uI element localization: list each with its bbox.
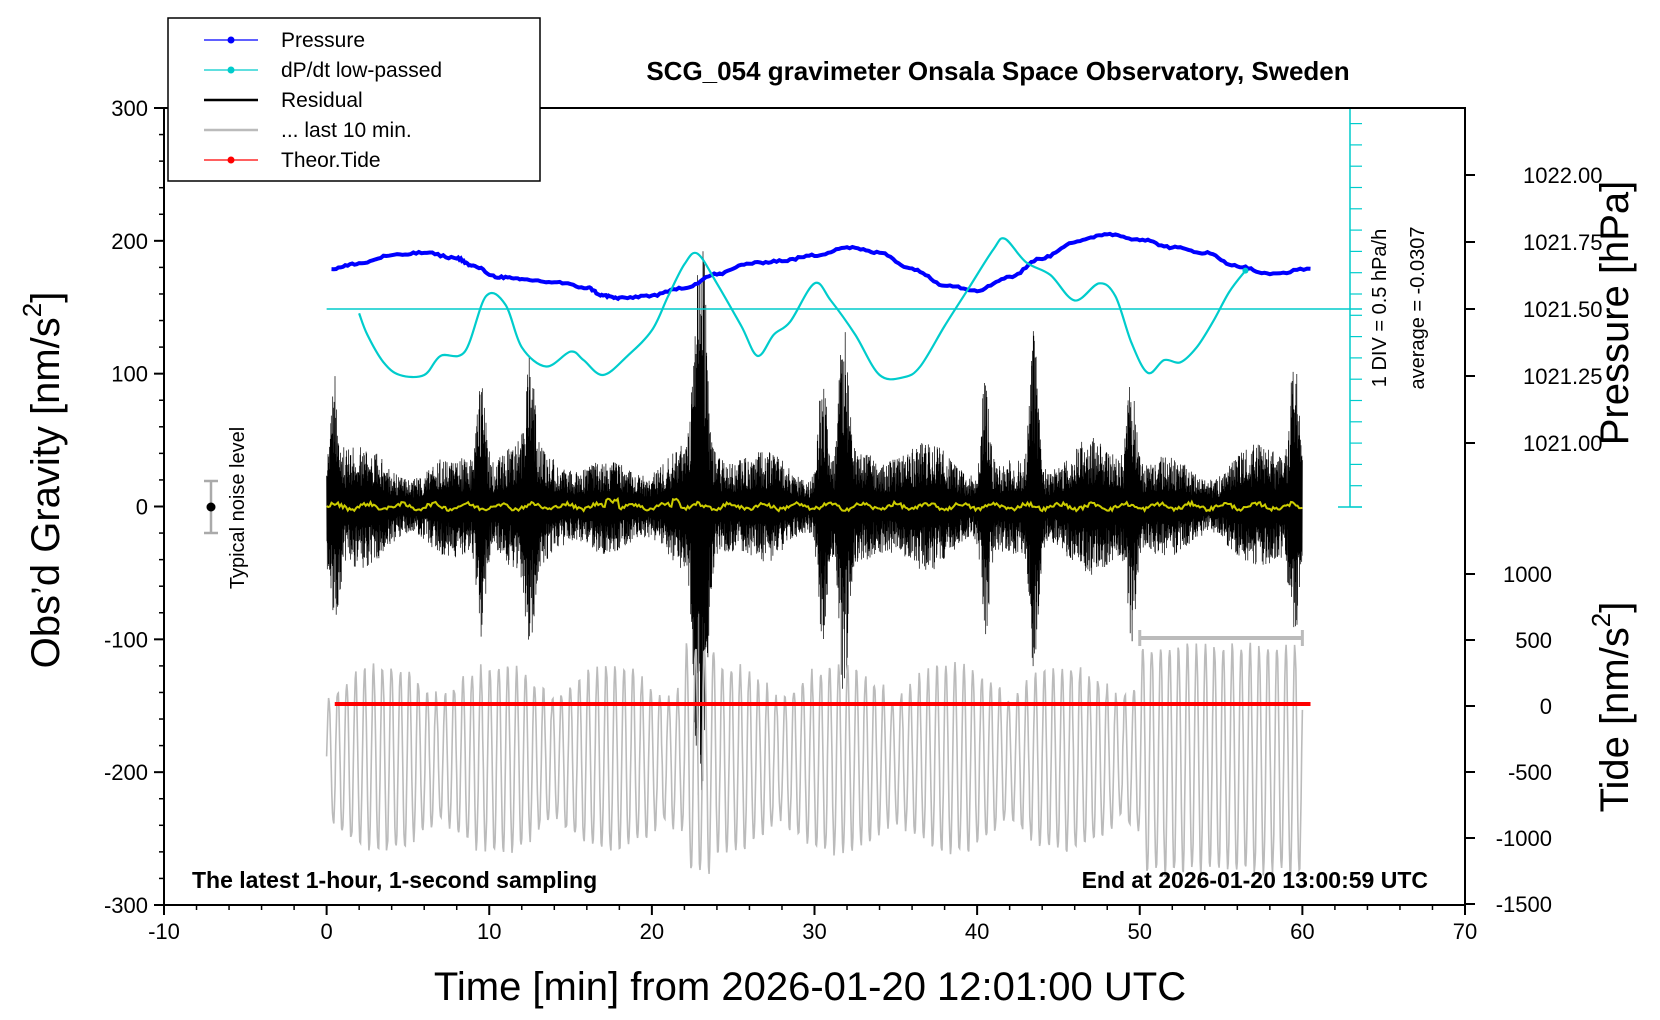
tide-tick-label: -1500 (1496, 892, 1552, 917)
bottom-right-note: End at 2026-01-20 13:00:59 UTC (1082, 867, 1428, 893)
x-tick-label: 70 (1453, 919, 1477, 944)
y-axis-label-tide-close: ] (1593, 602, 1637, 613)
x-tick-label: 30 (802, 919, 826, 944)
legend: Pressure dP/dt low-passed Residual ... last… (167, 17, 541, 182)
legend-marker (227, 36, 235, 44)
legend-label: Pressure (281, 29, 365, 52)
series-lines (204, 108, 1362, 707)
y-tick-label: -100 (104, 627, 148, 652)
x-axis-label: Time [min] from 2026-01-20 12:01:00 UTC (434, 965, 1186, 1009)
y-axis-label-tide-sup: 2 (1586, 613, 1616, 627)
pressure-tick-label: 1021.00 (1523, 431, 1603, 456)
dpdt-scale-label: 1 DIV = 0.5 hPa/h (1369, 229, 1391, 387)
dpdt-average-label: average = -0.0307 (1407, 227, 1429, 390)
residual-lowpass-line (326, 496, 1303, 513)
x-tick-label: 20 (640, 919, 664, 944)
pressure-tick-label: 1022.00 (1523, 163, 1603, 188)
axes: -10 0 10 20 30 40 50 60 703002001000-100-200-300… (104, 96, 1603, 944)
chart-text: SCG_054 gravimeter Onsala Space Observat… (17, 56, 1637, 1009)
y-axis-label-tide-text: Tide [nm/s (1593, 627, 1637, 812)
legend-label: ... last 10 min. (281, 119, 412, 142)
x-tick-label: -10 (148, 919, 180, 944)
x-tick-label: 40 (965, 919, 989, 944)
y-axis-label-left-text: Obs’d Gravity [nm/s (24, 317, 68, 668)
pressure-tick-label: 1021.50 (1523, 297, 1603, 322)
tide-tick-label: -1000 (1496, 826, 1552, 851)
y-tick-label: 0 (136, 495, 148, 520)
noise-level-dot (206, 502, 216, 512)
x-tick-label: 0 (321, 919, 333, 944)
pressure-tick-label: 1021.75 (1523, 230, 1603, 255)
dpdt-line (358, 237, 1247, 381)
chart-title: SCG_054 gravimeter Onsala Space Observat… (646, 56, 1349, 86)
y-axis-label-pressure: Pressure [hPa] (1593, 181, 1637, 446)
y-axis-label-left-sup: 2 (17, 303, 47, 317)
legend-marker (227, 156, 235, 164)
tide-tick-label: 1000 (1503, 562, 1552, 587)
residual-line (326, 251, 1303, 795)
legend-marker (227, 66, 235, 74)
x-tick-label: 60 (1290, 919, 1314, 944)
bottom-left-note: The latest 1-hour, 1-second sampling (192, 867, 597, 893)
y-axis-label-tide: Tide [nm/s2] (1586, 602, 1637, 813)
tide-tick-label: -500 (1508, 760, 1552, 785)
y-tick-label: -300 (104, 893, 148, 918)
pressure-tick-label: 1021.25 (1523, 364, 1603, 389)
tide-tick-label: 500 (1515, 628, 1552, 653)
y-axis-label-left-close: ] (24, 292, 68, 303)
y-tick-label: 200 (111, 229, 148, 254)
legend-label: Residual (281, 89, 363, 112)
last-10-min-line (325, 642, 1304, 877)
pressure-line (331, 231, 1311, 302)
residual-traces (325, 251, 1304, 877)
legend-label: Theor.Tide (281, 149, 381, 172)
y-tick-label: 100 (111, 362, 148, 387)
y-axis-label-left: Obs’d Gravity [nm/s2] (17, 292, 68, 669)
x-tick-label: 50 (1128, 919, 1152, 944)
tide-tick-label: 0 (1540, 694, 1552, 719)
legend-label: dP/dt low-passed (281, 59, 442, 82)
y-tick-label: -200 (104, 760, 148, 785)
x-tick-label: 10 (477, 919, 501, 944)
dpdt-endpoint (1242, 267, 1249, 274)
noise-level-label: Typical noise level (227, 427, 249, 589)
y-tick-label: 300 (111, 96, 148, 121)
